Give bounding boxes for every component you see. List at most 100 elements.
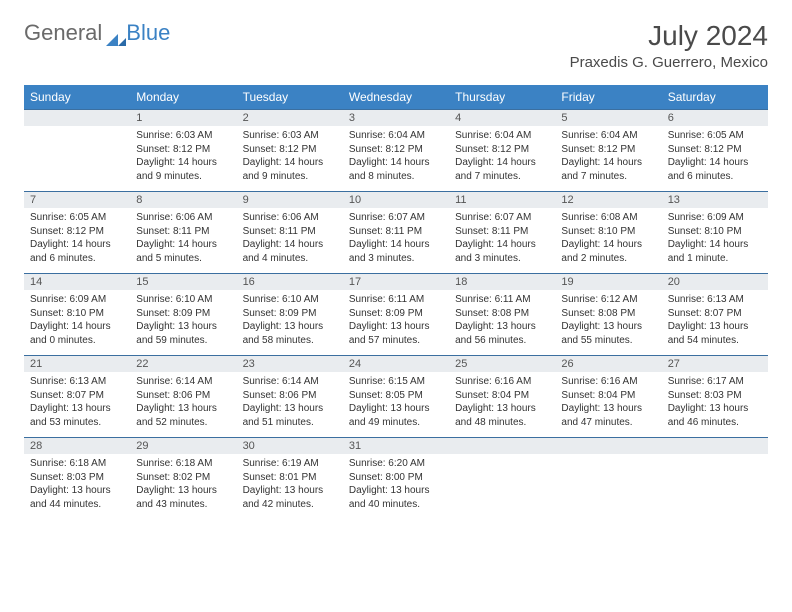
daylight-text: Daylight: 14 hours and 7 minutes.: [455, 156, 549, 183]
sunset-text: Sunset: 8:12 PM: [561, 143, 655, 157]
daylight-text: Daylight: 13 hours and 54 minutes.: [668, 320, 762, 347]
day-body: Sunrise: 6:08 AMSunset: 8:10 PMDaylight:…: [555, 208, 661, 273]
sunrise-text: Sunrise: 6:14 AM: [243, 375, 337, 389]
calendar-day-cell: 27Sunrise: 6:17 AMSunset: 8:03 PMDayligh…: [662, 355, 768, 437]
calendar-day-cell: 14Sunrise: 6:09 AMSunset: 8:10 PMDayligh…: [24, 273, 130, 355]
daylight-text: Daylight: 13 hours and 58 minutes.: [243, 320, 337, 347]
sunrise-text: Sunrise: 6:07 AM: [455, 211, 549, 225]
day-number: 15: [130, 273, 236, 290]
calendar-day-cell: 26Sunrise: 6:16 AMSunset: 8:04 PMDayligh…: [555, 355, 661, 437]
sunset-text: Sunset: 8:04 PM: [455, 389, 549, 403]
sunrise-text: Sunrise: 6:03 AM: [136, 129, 230, 143]
calendar-day-cell: 15Sunrise: 6:10 AMSunset: 8:09 PMDayligh…: [130, 273, 236, 355]
sunset-text: Sunset: 8:11 PM: [136, 225, 230, 239]
daylight-text: Daylight: 13 hours and 42 minutes.: [243, 484, 337, 511]
sunrise-text: Sunrise: 6:16 AM: [455, 375, 549, 389]
sunrise-text: Sunrise: 6:12 AM: [561, 293, 655, 307]
day-number: [24, 109, 130, 126]
day-number: 17: [343, 273, 449, 290]
day-number: 9: [237, 191, 343, 208]
sunset-text: Sunset: 8:11 PM: [243, 225, 337, 239]
sunrise-text: Sunrise: 6:04 AM: [561, 129, 655, 143]
day-number: 12: [555, 191, 661, 208]
sunset-text: Sunset: 8:10 PM: [668, 225, 762, 239]
day-body: Sunrise: 6:10 AMSunset: 8:09 PMDaylight:…: [130, 290, 236, 355]
sunset-text: Sunset: 8:11 PM: [349, 225, 443, 239]
daylight-text: Daylight: 13 hours and 47 minutes.: [561, 402, 655, 429]
day-number: 4: [449, 109, 555, 126]
sunset-text: Sunset: 8:08 PM: [455, 307, 549, 321]
calendar-empty-cell: [662, 437, 768, 519]
daylight-text: Daylight: 14 hours and 7 minutes.: [561, 156, 655, 183]
day-number: 29: [130, 437, 236, 454]
weekday-header: Friday: [555, 85, 661, 109]
calendar-day-cell: 2Sunrise: 6:03 AMSunset: 8:12 PMDaylight…: [237, 109, 343, 191]
day-body: Sunrise: 6:19 AMSunset: 8:01 PMDaylight:…: [237, 454, 343, 519]
day-body: Sunrise: 6:06 AMSunset: 8:11 PMDaylight:…: [237, 208, 343, 273]
calendar-day-cell: 30Sunrise: 6:19 AMSunset: 8:01 PMDayligh…: [237, 437, 343, 519]
calendar-head: SundayMondayTuesdayWednesdayThursdayFrid…: [24, 85, 768, 109]
weekday-header: Tuesday: [237, 85, 343, 109]
calendar-week-row: 28Sunrise: 6:18 AMSunset: 8:03 PMDayligh…: [24, 437, 768, 519]
day-number: 11: [449, 191, 555, 208]
logo: General Blue: [24, 20, 170, 46]
day-number: 6: [662, 109, 768, 126]
sunset-text: Sunset: 8:12 PM: [136, 143, 230, 157]
sunset-text: Sunset: 8:12 PM: [243, 143, 337, 157]
sunset-text: Sunset: 8:02 PM: [136, 471, 230, 485]
calendar-table: SundayMondayTuesdayWednesdayThursdayFrid…: [24, 85, 768, 519]
daylight-text: Daylight: 14 hours and 8 minutes.: [349, 156, 443, 183]
daylight-text: Daylight: 13 hours and 48 minutes.: [455, 402, 549, 429]
sunset-text: Sunset: 8:00 PM: [349, 471, 443, 485]
day-number: 26: [555, 355, 661, 372]
daylight-text: Daylight: 13 hours and 52 minutes.: [136, 402, 230, 429]
day-body: Sunrise: 6:03 AMSunset: 8:12 PMDaylight:…: [130, 126, 236, 191]
calendar-empty-cell: [449, 437, 555, 519]
sunset-text: Sunset: 8:06 PM: [136, 389, 230, 403]
daylight-text: Daylight: 13 hours and 55 minutes.: [561, 320, 655, 347]
daylight-text: Daylight: 14 hours and 2 minutes.: [561, 238, 655, 265]
daylight-text: Daylight: 13 hours and 59 minutes.: [136, 320, 230, 347]
day-number: 13: [662, 191, 768, 208]
sunrise-text: Sunrise: 6:06 AM: [136, 211, 230, 225]
sunrise-text: Sunrise: 6:09 AM: [30, 293, 124, 307]
calendar-day-cell: 4Sunrise: 6:04 AMSunset: 8:12 PMDaylight…: [449, 109, 555, 191]
day-body: Sunrise: 6:12 AMSunset: 8:08 PMDaylight:…: [555, 290, 661, 355]
day-body: Sunrise: 6:18 AMSunset: 8:03 PMDaylight:…: [24, 454, 130, 519]
daylight-text: Daylight: 14 hours and 4 minutes.: [243, 238, 337, 265]
calendar-day-cell: 8Sunrise: 6:06 AMSunset: 8:11 PMDaylight…: [130, 191, 236, 273]
day-number: 20: [662, 273, 768, 290]
sunrise-text: Sunrise: 6:13 AM: [668, 293, 762, 307]
sunrise-text: Sunrise: 6:03 AM: [243, 129, 337, 143]
daylight-text: Daylight: 14 hours and 3 minutes.: [349, 238, 443, 265]
calendar-day-cell: 22Sunrise: 6:14 AMSunset: 8:06 PMDayligh…: [130, 355, 236, 437]
calendar-week-row: 7Sunrise: 6:05 AMSunset: 8:12 PMDaylight…: [24, 191, 768, 273]
calendar-day-cell: 11Sunrise: 6:07 AMSunset: 8:11 PMDayligh…: [449, 191, 555, 273]
day-number: 21: [24, 355, 130, 372]
daylight-text: Daylight: 13 hours and 44 minutes.: [30, 484, 124, 511]
day-body: Sunrise: 6:17 AMSunset: 8:03 PMDaylight:…: [662, 372, 768, 437]
calendar-day-cell: 3Sunrise: 6:04 AMSunset: 8:12 PMDaylight…: [343, 109, 449, 191]
daylight-text: Daylight: 14 hours and 6 minutes.: [30, 238, 124, 265]
day-number: 1: [130, 109, 236, 126]
day-body: Sunrise: 6:10 AMSunset: 8:09 PMDaylight:…: [237, 290, 343, 355]
day-number: 30: [237, 437, 343, 454]
month-title: July 2024: [570, 20, 768, 52]
daylight-text: Daylight: 14 hours and 3 minutes.: [455, 238, 549, 265]
day-body: Sunrise: 6:14 AMSunset: 8:06 PMDaylight:…: [130, 372, 236, 437]
day-body: Sunrise: 6:13 AMSunset: 8:07 PMDaylight:…: [662, 290, 768, 355]
day-number: 25: [449, 355, 555, 372]
daylight-text: Daylight: 13 hours and 43 minutes.: [136, 484, 230, 511]
day-number: 3: [343, 109, 449, 126]
sunset-text: Sunset: 8:12 PM: [455, 143, 549, 157]
day-body: Sunrise: 6:07 AMSunset: 8:11 PMDaylight:…: [343, 208, 449, 273]
day-number: 10: [343, 191, 449, 208]
daylight-text: Daylight: 13 hours and 46 minutes.: [668, 402, 762, 429]
calendar-week-row: 1Sunrise: 6:03 AMSunset: 8:12 PMDaylight…: [24, 109, 768, 191]
day-number: 16: [237, 273, 343, 290]
sunset-text: Sunset: 8:03 PM: [668, 389, 762, 403]
day-number: [449, 437, 555, 454]
calendar-day-cell: 10Sunrise: 6:07 AMSunset: 8:11 PMDayligh…: [343, 191, 449, 273]
day-body: Sunrise: 6:13 AMSunset: 8:07 PMDaylight:…: [24, 372, 130, 437]
logo-text-1: General: [24, 20, 102, 46]
